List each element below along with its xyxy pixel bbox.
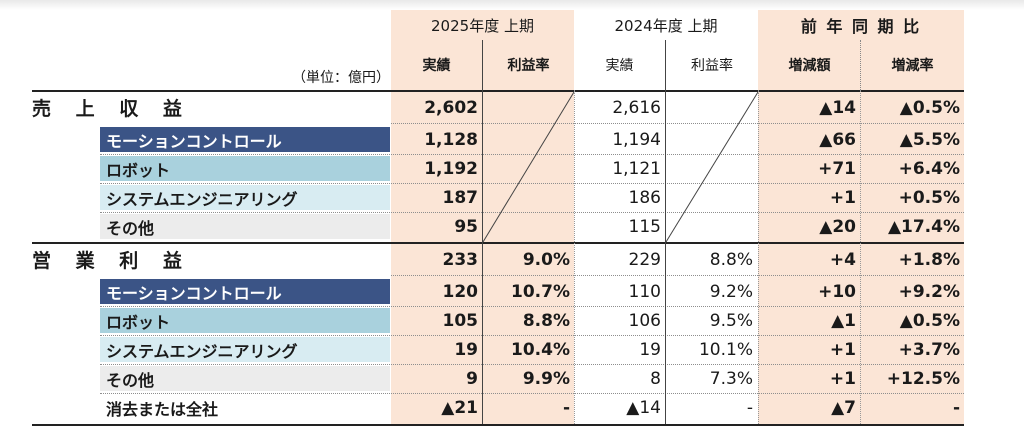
header-change-rate: 増減率: [891, 58, 934, 74]
cell-m24: 9.2%: [709, 281, 753, 302]
cell-a25: 19: [454, 339, 478, 360]
cell-rate: ▲17.4%: [887, 216, 960, 237]
table-row: ロボット 105 8.8% 106 9.5% ▲1 ▲0.5%: [0, 306, 1024, 335]
cell-a25: 95: [454, 216, 478, 237]
segment-label: その他: [100, 214, 390, 239]
header-margin-2025: 利益率: [507, 58, 550, 74]
table-row: ロボット 1,192 1,121 +71 +6.4%: [0, 154, 1024, 183]
cell-a25: ▲21: [441, 398, 478, 418]
cell-rate: +9.2%: [898, 281, 960, 302]
table-row: 売 上 収 益 2,602 2,616 ▲14 ▲0.5%: [0, 92, 1024, 123]
table-row: モーションコントロール 1,128 1,194 ▲66 ▲5.5%: [0, 125, 1024, 154]
segment-label: 消去または全社: [106, 400, 219, 419]
cell-a24: 186: [628, 187, 661, 208]
header-period-2025: 2025年度 上期: [431, 16, 534, 35]
cell-rate: +12.5%: [886, 368, 960, 389]
segment-label: その他: [100, 366, 390, 391]
cell-chg: ▲20: [819, 216, 856, 237]
cell-rate: ▲0.5%: [899, 310, 960, 331]
header-yoy: 前 年 同 期 比: [800, 17, 922, 36]
table-row: 消去または全社 ▲21 - ▲14 - ▲7 -: [0, 393, 1024, 423]
cell-a25: 120: [442, 281, 479, 302]
header-margin-2024: 利益率: [691, 58, 733, 74]
cell-m24: 9.5%: [709, 310, 753, 331]
segment-label: ロボット: [100, 156, 390, 181]
cell-m25: -: [562, 398, 570, 418]
table-row: システムエンジニアリング 19 10.4% 19 10.1% +1 +3.7%: [0, 335, 1024, 364]
cell-a25: 9: [466, 368, 478, 389]
cell-m24: -: [746, 398, 753, 418]
cell-chg: ▲7: [831, 398, 856, 418]
cell-m25: 9.9%: [522, 368, 570, 389]
cell-chg: +1: [829, 339, 856, 360]
cell-m24: 7.3%: [709, 368, 753, 389]
cell-a24: 115: [628, 216, 661, 237]
cell-a24: 2,616: [612, 97, 661, 118]
cell-m25: 10.7%: [511, 281, 570, 302]
table-row: その他 95 115 ▲20 ▲17.4%: [0, 212, 1024, 241]
cell-chg: ▲1: [831, 310, 856, 331]
cell-m25: 8.8%: [522, 310, 570, 331]
cell-chg: ▲66: [819, 129, 856, 150]
segment-label: モーションコントロール: [100, 127, 390, 152]
cell-chg: +1: [829, 368, 856, 389]
cell-m24: 10.1%: [698, 339, 753, 360]
cell-a24: 106: [628, 310, 661, 331]
cell-a24: 1,121: [612, 158, 661, 179]
cell-m24: 8.8%: [709, 249, 753, 270]
table-row: その他 9 9.9% 8 7.3% +1 +12.5%: [0, 364, 1024, 393]
cell-a25: 1,128: [424, 129, 478, 150]
cell-a24: 229: [628, 249, 661, 270]
cell-a25: 2,602: [424, 97, 478, 118]
header-change-amount: 増減額: [788, 58, 831, 74]
cell-a25: 1,192: [424, 158, 478, 179]
cell-a24: 19: [639, 339, 661, 360]
category-label: 売 上 収 益: [32, 98, 191, 120]
cell-a24: 110: [628, 281, 661, 302]
header-period-2024: 2024年度 上期: [614, 16, 718, 35]
cell-rate: -: [952, 398, 960, 418]
segment-label: システムエンジニアリング: [100, 337, 390, 362]
cell-rate: +3.7%: [898, 339, 960, 360]
category-label: 営 業 利 益: [32, 250, 191, 272]
top-shadow: [0, 0, 1024, 10]
cell-rate: +6.4%: [898, 158, 960, 179]
cell-a24: 1,194: [612, 129, 661, 150]
cell-chg: +71: [818, 158, 856, 179]
cell-rate: ▲5.5%: [899, 129, 960, 150]
unit-label: （単位：億円）: [292, 70, 390, 86]
cell-chg: +4: [829, 249, 856, 270]
cell-a24: 8: [650, 368, 661, 389]
cell-chg: +1: [829, 187, 856, 208]
cell-a24: ▲14: [626, 398, 661, 418]
header-actual-2024: 実績: [605, 58, 634, 74]
segment-label: ロボット: [100, 308, 390, 333]
cell-rate: +0.5%: [898, 187, 960, 208]
table-row: モーションコントロール 120 10.7% 110 9.2% +10 +9.2%: [0, 277, 1024, 306]
col-bg-yoy: [758, 10, 964, 425]
cell-m25: 9.0%: [522, 249, 570, 270]
table-row: システムエンジニアリング 187 186 +1 +0.5%: [0, 183, 1024, 212]
cell-rate: ▲0.5%: [899, 97, 960, 118]
cell-rate: +1.8%: [898, 249, 960, 270]
cell-chg: +10: [818, 281, 856, 302]
segment-label: モーションコントロール: [100, 279, 390, 304]
cell-a25: 187: [442, 187, 479, 208]
header-actual-2025: 実績: [422, 58, 451, 74]
table-row: 営 業 利 益 233 9.0% 229 8.8% +4 +1.8%: [0, 244, 1024, 275]
cell-m25: 10.4%: [511, 339, 570, 360]
segment-label: システムエンジニアリング: [100, 185, 390, 210]
cell-a25: 233: [442, 249, 479, 270]
cell-a25: 105: [442, 310, 479, 331]
cell-chg: ▲14: [819, 97, 856, 118]
